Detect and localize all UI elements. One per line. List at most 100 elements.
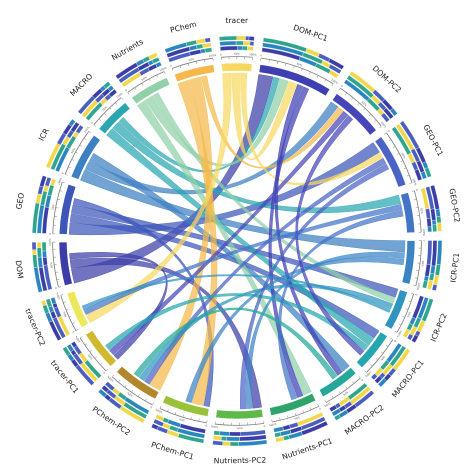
tick-mark: [324, 400, 327, 403]
tick-mark: [159, 406, 162, 409]
tick-mark: [75, 152, 78, 154]
tick-label: 50%: [419, 208, 424, 215]
tick-ring-macro: [93, 97, 122, 126]
tick-label: 100%: [210, 424, 218, 429]
sector-label-macro-pc1: MACRO-PC1: [390, 358, 426, 399]
tick-label: 0: [149, 405, 153, 409]
stack-segment: [35, 193, 42, 204]
tick-mark: [358, 375, 361, 378]
sector-arc-geo-pc2: [400, 192, 416, 234]
stack-segment: [426, 240, 433, 265]
stack-segment: [219, 35, 237, 41]
stack-segment: [40, 299, 47, 307]
sector-ring: [58, 62, 416, 420]
tick-label: 50%: [178, 417, 185, 423]
sector-arc-dom-pc2: [331, 93, 377, 136]
stacked-bar-ring: [31, 35, 443, 447]
tick-mark: [115, 102, 118, 105]
tick-mark: [294, 413, 297, 416]
sector-arc-icr-pc1: [401, 240, 416, 285]
tick-mark: [145, 398, 147, 401]
sector-arc-pchem-pc1: [162, 395, 210, 417]
stack-segment: [428, 273, 435, 281]
tick-mark: [398, 323, 401, 326]
chord-link-geo-pc1-to-nutrients-pc2: [240, 163, 390, 410]
tick-label: 0: [90, 121, 94, 125]
stack-segment: [431, 240, 438, 267]
stack-segment: [430, 265, 436, 275]
tick-label: 100%: [249, 52, 257, 57]
tick-mark: [93, 124, 97, 127]
tick-mark: [79, 144, 82, 147]
stack-segment: [148, 52, 158, 60]
tick-label: 100%: [364, 370, 372, 378]
tick-mark: [324, 79, 326, 82]
chord-link-geo-pc2-to-tracer-pc2: [83, 203, 403, 315]
stack-segment: [219, 431, 230, 437]
stack-segment: [202, 42, 212, 49]
stack-segment: [36, 247, 42, 258]
stack-segment: [243, 40, 251, 46]
tick-label: 50%: [49, 262, 54, 269]
tick-ring-pchem-pc1: [159, 408, 207, 424]
tick-mark: [400, 160, 403, 162]
tick-label: 50%: [50, 203, 55, 210]
tick-ring-tracer-pc1: [79, 337, 107, 372]
tick-mark: [411, 190, 415, 192]
tick-label: 0: [124, 88, 128, 92]
sector-arc-nutrients-pc1: [269, 392, 317, 417]
sector-arc-geo: [58, 183, 77, 235]
tick-mark: [124, 385, 127, 388]
tick-label: 0: [318, 407, 322, 411]
stack-segment: [411, 334, 419, 343]
tick-label: 100%: [159, 65, 168, 72]
tick-mark: [131, 389, 134, 392]
sector-arc-tracer: [221, 62, 253, 72]
tick-mark: [100, 362, 103, 365]
stack-segment: [247, 46, 254, 51]
stack-segment: [42, 257, 48, 266]
tick-label: 100%: [115, 91, 124, 99]
tick-mark: [63, 301, 66, 303]
tick-label: 0: [60, 171, 64, 174]
sector-label-geo: GEO: [14, 192, 26, 210]
tick-mark: [65, 174, 68, 176]
tick-mark: [84, 343, 88, 345]
tick-label: 0: [340, 84, 344, 88]
tick-mark: [279, 417, 281, 420]
tick-mark: [149, 79, 151, 82]
sector-label-nutrients-pc2: Nutrients-PC2: [214, 456, 267, 466]
stack-segment: [433, 274, 440, 286]
tick-label: 50%: [86, 353, 93, 360]
stack-segment: [426, 218, 432, 228]
tick-mark: [392, 146, 396, 148]
tick-mark: [293, 66, 295, 69]
stack-segment: [383, 107, 394, 120]
tick-label: 50%: [400, 152, 406, 159]
sector-arc-macro-pc2: [318, 366, 357, 398]
tick-mark: [156, 75, 158, 78]
tick-mark: [59, 190, 63, 192]
tick-mark: [104, 113, 107, 116]
tick-mark: [187, 63, 189, 66]
tick-mark: [118, 380, 121, 383]
tick-mark: [316, 75, 319, 78]
tick-mark: [317, 403, 319, 407]
stack-segment: [212, 440, 223, 446]
stack-segment: [424, 263, 431, 277]
stack-segment: [431, 284, 438, 291]
tick-ring-geo-pc2: [414, 190, 422, 233]
tick-mark: [62, 182, 65, 184]
tick-ring-nutrients-pc1: [272, 405, 319, 423]
tick-label: 50%: [361, 100, 368, 107]
sector-arc-tracer-pc1: [85, 329, 117, 367]
tick-ring-macro-pc1: [366, 339, 394, 373]
chord-link-icr-pc1-to-nutrients-pc2: [245, 251, 405, 409]
chord-link-macro-to-geo-pc2: [112, 121, 402, 213]
sector-label-geo-pc2: GEO-PC2: [447, 188, 461, 223]
tick-label: 100%: [331, 78, 340, 86]
tick-label: 100%: [154, 407, 163, 414]
tick-label: 100%: [74, 335, 82, 344]
stack-segment: [153, 418, 165, 427]
stack-segment: [235, 40, 244, 46]
